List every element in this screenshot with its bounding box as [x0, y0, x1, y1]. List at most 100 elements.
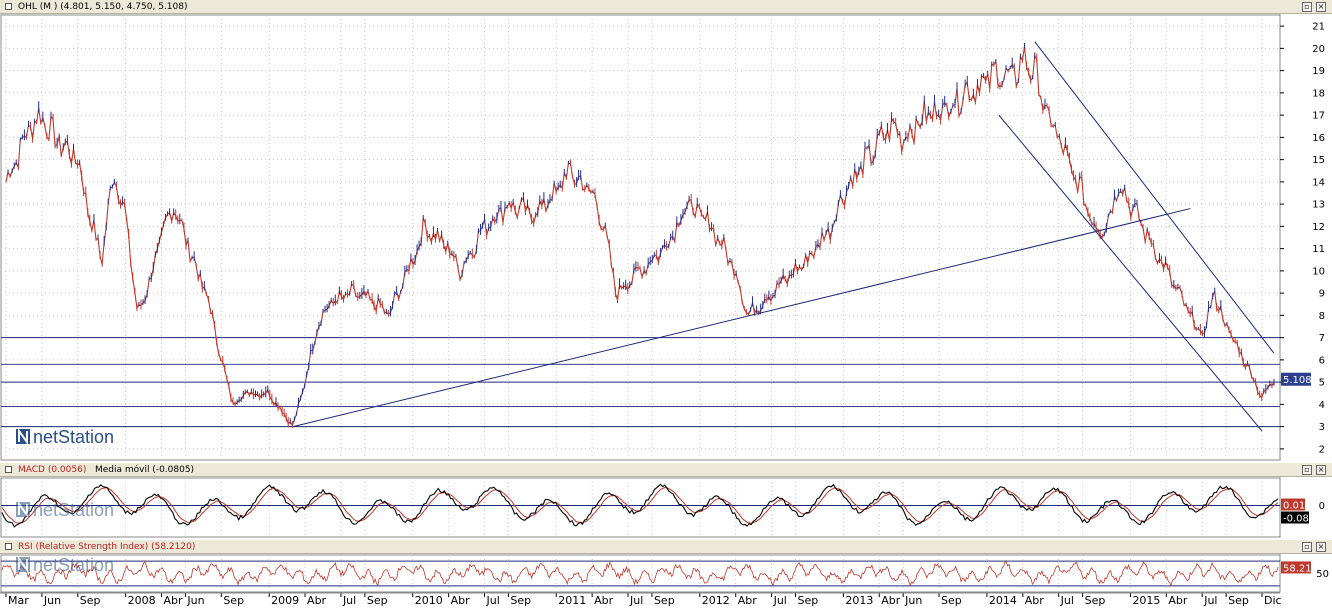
- y-tick-label: 20: [1312, 44, 1325, 55]
- y-tick-label: 9: [1319, 289, 1325, 300]
- macd-signal-tag-label: -0.08: [1283, 514, 1309, 525]
- y-tick-label: 14: [1312, 177, 1325, 188]
- y-tick-label: 19: [1312, 66, 1325, 77]
- rsi-line: [1, 560, 1279, 587]
- y-tick-label: 2: [1319, 444, 1325, 455]
- y-tick-label: 18: [1312, 88, 1325, 99]
- x-tick-label: 2011: [558, 594, 586, 607]
- x-tick-label: Sep: [1228, 594, 1249, 607]
- y-tick-label: 15: [1312, 155, 1325, 166]
- x-tick-label: Jul: [1060, 594, 1074, 607]
- x-tick-label: Abr: [164, 594, 184, 607]
- panel-frame: [0, 477, 1281, 538]
- panel-menu-icon[interactable]: [5, 543, 12, 550]
- x-tick-label: Jun: [43, 594, 61, 607]
- price-tag-label: 5.108: [1283, 375, 1312, 386]
- netstation-logo-mark: [18, 427, 28, 446]
- logos: netStation netStation netStation: [16, 427, 114, 575]
- netstation-logo-text: netStation: [33, 555, 114, 575]
- x-tick-label: 2013: [845, 594, 873, 607]
- panel-restore-button[interactable]: ▫: [1302, 465, 1312, 475]
- macd-line: [1, 483, 1279, 528]
- y-tick-label: 10: [1312, 266, 1325, 277]
- x-tick-label: 2014: [989, 594, 1017, 607]
- y-tick-label: 5: [1319, 378, 1325, 389]
- panel-close-button[interactable]: ×: [1316, 2, 1326, 12]
- x-tick-label: Jun: [186, 594, 204, 607]
- x-tick-label: Sep: [798, 594, 819, 607]
- panel-restore-button[interactable]: ▫: [1302, 2, 1312, 12]
- macd-signal-text: Media móvil (-0.0805): [94, 465, 195, 475]
- grid-lines: [0, 14, 1281, 593]
- rsi-tag-box: [1281, 561, 1311, 574]
- macd-signal-tag-box: [1281, 511, 1309, 524]
- x-tick-label: Abr: [1025, 594, 1045, 607]
- netstation-logo-mark: [18, 555, 28, 574]
- netstation-logo: netStation: [16, 427, 114, 447]
- trendline: [998, 114, 1263, 432]
- y-tick-label: 21: [1312, 22, 1325, 33]
- macd-panel-title: MACD (0.0056) Media móvil (-0.0805): [18, 464, 194, 476]
- x-tick-label: 2012: [702, 594, 730, 607]
- x-tick-label: Jul: [1203, 594, 1217, 607]
- y-tick-label: 7: [1319, 333, 1325, 344]
- x-tick-label: Abr: [451, 594, 471, 607]
- trendlines: [292, 41, 1275, 432]
- price-tag-box: [1281, 372, 1311, 386]
- panel-menu-icon[interactable]: [5, 466, 12, 473]
- main-panel-title: OHL (M ) (4.801, 5.150, 4.750, 5.108): [18, 2, 188, 12]
- netstation-logo: netStation: [16, 500, 114, 520]
- x-tick-label: Jul: [485, 594, 499, 607]
- x-tick-label: Sep: [941, 594, 962, 607]
- x-tick-label: Sep: [1085, 594, 1106, 607]
- main-panel-header: OHL (M ) (4.801, 5.150, 4.750, 5.108) ▫ …: [0, 0, 1332, 14]
- macd-y-tick-label: 0: [1319, 501, 1325, 512]
- y-tick-label: 13: [1312, 200, 1325, 211]
- x-tick-label: Abr: [738, 594, 758, 607]
- y-tick-label: 8: [1319, 311, 1325, 322]
- horizontal-lines: [1, 337, 1280, 428]
- panel-menu-icon[interactable]: [5, 3, 12, 10]
- y-tick-label: 6: [1319, 355, 1325, 366]
- y-tick-label: 17: [1312, 111, 1325, 122]
- panel-close-button[interactable]: ×: [1316, 465, 1326, 475]
- netstation-logo-text: netStation: [33, 427, 114, 447]
- x-tick-label: Mar: [8, 594, 29, 607]
- x-tick-label: Sep: [223, 594, 244, 607]
- x-tick-label: Jul: [629, 594, 643, 607]
- x-tick-label: Jul: [342, 594, 356, 607]
- netstation-logo-text: netStation: [33, 500, 114, 520]
- netstation-logo-mark: [18, 500, 28, 519]
- price-series: [5, 42, 1275, 429]
- price-line: [5, 46, 1275, 427]
- indicator-lines: [1, 483, 1280, 587]
- y-tick-label: 11: [1312, 244, 1325, 255]
- panel-close-button[interactable]: ×: [1316, 542, 1326, 552]
- panel-restore-button[interactable]: ▫: [1302, 542, 1312, 552]
- x-axis: Mar Jun Sep 2008 Abr Jun Sep 2009 Abr Jul Sep 2010 A…: [0, 592, 1282, 607]
- value-tags: 5.108 0.01 -0.08 58.21: [1281, 372, 1312, 574]
- x-tick-label: Jun: [904, 594, 922, 607]
- rsi-panel-header: RSI (Relative Strength Index) (58.2120) …: [0, 540, 1332, 554]
- y-tick-label: 12: [1312, 222, 1325, 233]
- rsi-panel-title: RSI (Relative Strength Index) (58.2120): [18, 542, 196, 552]
- y-tick-label: 4: [1319, 400, 1325, 411]
- x-tick-label: Abr: [881, 594, 901, 607]
- rsi-y-tick-label: 50: [1316, 569, 1329, 580]
- x-tick-label: 2015: [1132, 594, 1160, 607]
- macd-title-text: MACD (0.0056): [18, 465, 87, 475]
- x-tick-label: 2008: [128, 594, 156, 607]
- macd-tag-box: [1281, 498, 1305, 511]
- macd-panel-header: MACD (0.0056) Media móvil (-0.0805) ▫ ×: [0, 463, 1332, 477]
- x-tick-label: Sep: [80, 594, 101, 607]
- x-tick-label: Abr: [1168, 594, 1188, 607]
- x-tick-label: Abr: [594, 594, 614, 607]
- x-tick-label: Sep: [367, 594, 388, 607]
- y-tick-label: 16: [1312, 133, 1325, 144]
- trendline: [292, 208, 1191, 428]
- panel-frame: [0, 14, 1281, 461]
- rsi-tag-label: 58.21: [1283, 563, 1312, 574]
